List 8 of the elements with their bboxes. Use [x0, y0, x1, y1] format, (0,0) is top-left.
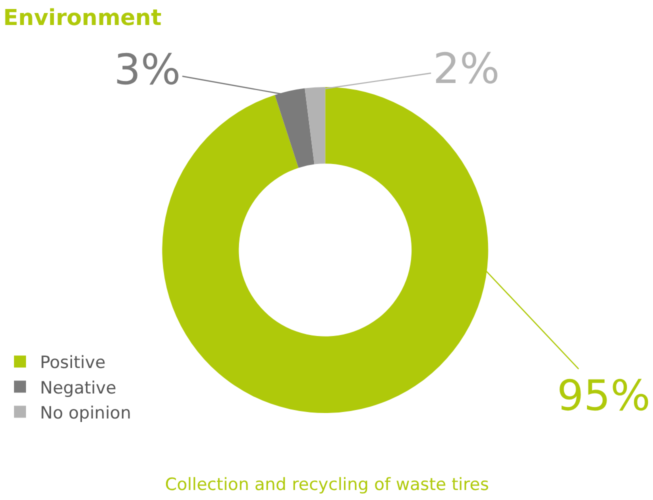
chart-title: Environment — [3, 6, 162, 32]
data-label: 95% — [557, 371, 650, 420]
legend-label: Positive — [40, 353, 106, 374]
data-label: 2% — [433, 44, 500, 93]
legend-label: Negative — [40, 378, 116, 398]
data-label: 3% — [114, 45, 181, 94]
text: Collection and recycling of waste tires — [165, 475, 490, 495]
legend-label: No opinion — [40, 403, 132, 424]
